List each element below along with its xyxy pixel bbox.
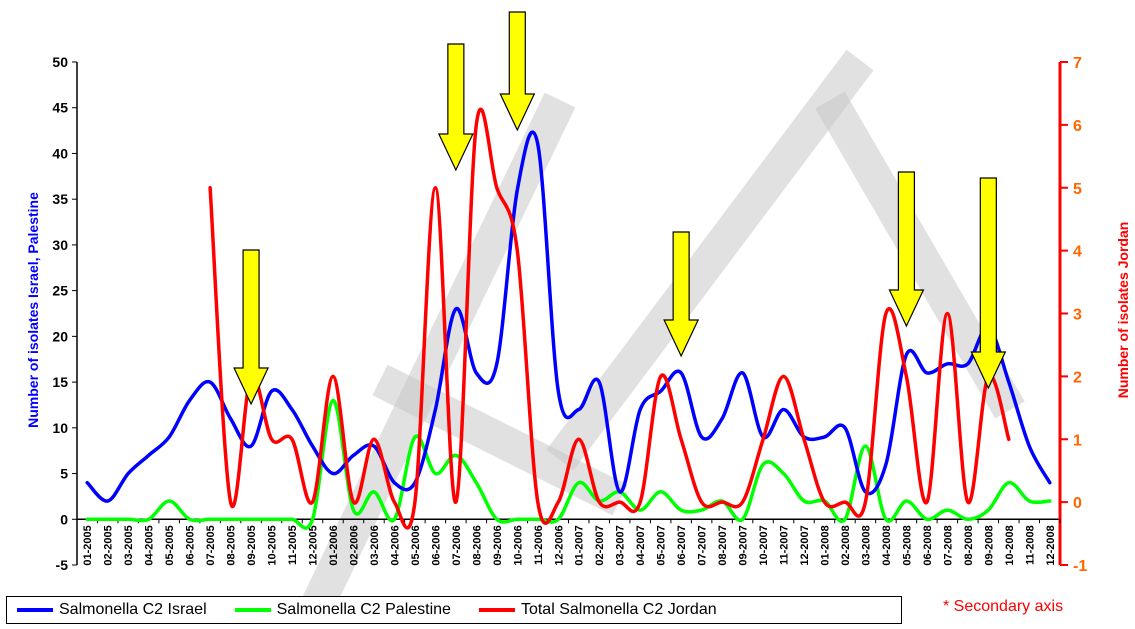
- legend-label-palestine: Salmonella C2 Palestine: [276, 601, 451, 618]
- y2-tick-label: -1: [1073, 558, 1087, 575]
- x-tick-label: 07-2008: [942, 525, 954, 565]
- x-tick-label: 08-2008: [963, 525, 975, 565]
- legend-item-israel: Salmonella C2 Israel: [17, 601, 207, 619]
- x-tick-label: 02-2006: [348, 525, 360, 565]
- x-tick-label: 08-2005: [226, 525, 238, 565]
- y2-tick-label: 1: [1073, 432, 1082, 449]
- x-tick-label: 11-2006: [533, 525, 545, 565]
- x-tick-label: 04-2006: [389, 525, 401, 565]
- legend-swatch-palestine: [234, 608, 271, 612]
- series-line-jordan: [208, 107, 1011, 530]
- y2-tick-label: 3: [1073, 307, 1082, 324]
- annotation-arrow: [437, 43, 474, 172]
- secondary-y-axis-label: Number of isolates Jordan: [1115, 222, 1131, 399]
- x-tick-label: 12-2006: [553, 525, 565, 565]
- annotation-arrow: [663, 231, 700, 358]
- x-tick-label: 02-2005: [103, 525, 115, 565]
- y2-tick-label: 4: [1073, 244, 1082, 261]
- x-tick-label: 09-2005: [246, 525, 258, 565]
- annotation-arrow: [970, 177, 1007, 390]
- y2-tick-label: 6: [1073, 118, 1082, 135]
- y-tick-label: 10: [52, 420, 68, 436]
- legend-label-jordan: Total Salmonella C2 Jordan: [520, 601, 717, 618]
- x-tick-label: 07-2005: [205, 525, 217, 565]
- x-tick-label: 02-2007: [594, 525, 606, 565]
- y-tick-label: 5: [60, 466, 68, 482]
- y-axis-label: Number of isolates Israel, Palestine: [25, 192, 41, 428]
- x-tick-label: 05-2007: [656, 525, 668, 565]
- x-tick-label: 09-2007: [738, 525, 750, 565]
- series-line-israel: [85, 130, 1052, 503]
- x-tick-label: 01-2005: [82, 525, 94, 565]
- y2-tick-label: 0: [1073, 495, 1082, 512]
- y2-tick-label: 7: [1073, 55, 1082, 72]
- x-tick-label: 01-2007: [574, 525, 586, 565]
- x-tick-label: 10-2007: [758, 525, 770, 565]
- y-tick-label: 25: [52, 283, 68, 299]
- x-tick-label: 07-2006: [451, 525, 463, 565]
- legend: Salmonella C2 Israel Salmonella C2 Pales…: [6, 596, 902, 624]
- legend-swatch-israel: [17, 608, 53, 612]
- secondary-axis-note: * Secondary axis: [943, 598, 1064, 615]
- x-tick-label: 03-2005: [123, 525, 135, 565]
- y-tick-label: 40: [52, 145, 68, 161]
- y-tick-label: 20: [52, 328, 68, 344]
- x-tick-label: 06-2006: [430, 525, 442, 565]
- x-tick-label: 10-2006: [512, 525, 524, 565]
- annotation-arrows: [233, 11, 1007, 406]
- x-tick-label: 06-2007: [676, 525, 688, 565]
- x-tick-label: 01-2006: [328, 525, 340, 565]
- x-tick-label: 04-2008: [881, 525, 893, 565]
- x-tick-label: 10-2008: [1004, 525, 1016, 565]
- watermark-stroke: [546, 49, 874, 471]
- series-line-palestine: [85, 398, 1052, 530]
- y-tick-label: 30: [52, 237, 68, 253]
- x-tick-label: 03-2007: [615, 525, 627, 565]
- x-tick-label: 08-2007: [717, 525, 729, 565]
- legend-swatch-jordan: [478, 608, 515, 612]
- y2-tick-label: 5: [1073, 181, 1082, 198]
- x-tick-label: 03-2006: [369, 525, 381, 565]
- x-tick-label: 11-2007: [779, 525, 791, 565]
- x-tick-label: 01-2008: [819, 525, 831, 565]
- x-tick-label: 04-2007: [635, 525, 647, 565]
- x-tick-label: 06-2005: [185, 525, 197, 565]
- x-tick-label: 07-2007: [697, 525, 709, 565]
- x-tick-label: 12-2005: [308, 525, 320, 565]
- x-tick-label: 03-2008: [860, 525, 872, 565]
- x-tick-label: 11-2005: [287, 525, 299, 565]
- x-tick-label: 02-2008: [840, 525, 852, 565]
- annotation-arrow: [888, 171, 925, 328]
- y-tick-label: 15: [52, 374, 68, 390]
- y2-tick-label: 2: [1073, 369, 1082, 386]
- x-tick-label: 05-2005: [164, 525, 176, 565]
- x-tick-label: 06-2008: [922, 525, 934, 565]
- x-tick-label: 10-2005: [267, 525, 279, 565]
- x-tick-label: 12-2008: [1045, 525, 1057, 565]
- legend-item-palestine: Salmonella C2 Palestine: [234, 601, 451, 619]
- annotation-arrow: [499, 11, 536, 132]
- legend-label-israel: Salmonella C2 Israel: [59, 601, 207, 618]
- x-tick-label: 05-2006: [410, 525, 422, 565]
- legend-item-jordan: Total Salmonella C2 Jordan: [478, 601, 717, 619]
- x-tick-label: 12-2007: [799, 525, 811, 565]
- series-layer: [85, 107, 1052, 530]
- y-tick-label: 50: [52, 54, 68, 70]
- x-tick-label: 05-2008: [901, 525, 913, 565]
- annotation-arrow: [233, 249, 270, 406]
- x-tick-label: 09-2008: [983, 525, 995, 565]
- y-tick-label: 45: [52, 100, 68, 116]
- x-tick-label: 11-2008: [1024, 525, 1036, 565]
- y-tick-label: 35: [52, 191, 68, 207]
- x-tick-label: 09-2006: [492, 525, 504, 565]
- y-tick-label: 0: [60, 511, 68, 527]
- y-tick-label: -5: [56, 557, 69, 573]
- x-tick-label: 08-2006: [471, 525, 483, 565]
- x-tick-label: 04-2005: [144, 525, 156, 565]
